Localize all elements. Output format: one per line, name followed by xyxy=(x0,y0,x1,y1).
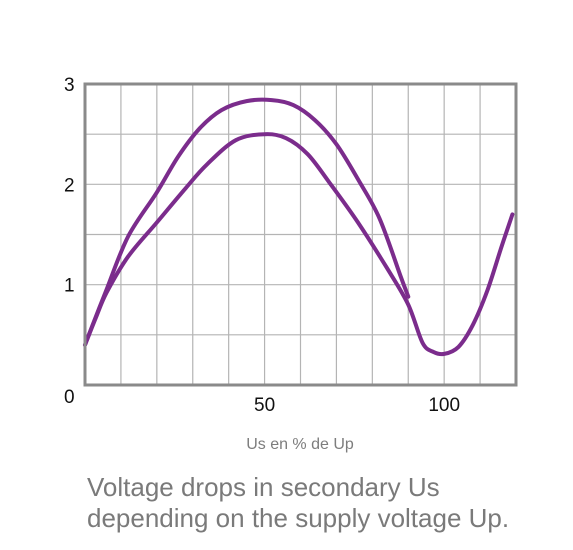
chart-caption: Voltage drops in secondary Us depending … xyxy=(87,472,557,534)
y-tick-label: 2 xyxy=(64,175,75,196)
y-tick-label: 3 xyxy=(64,75,75,96)
x-tick-label: 50 xyxy=(254,395,275,416)
series-group xyxy=(83,97,515,357)
caption-line-1: Voltage drops in secondary Us xyxy=(87,472,440,502)
series-line-1 xyxy=(83,97,411,347)
x-tick-labels: 50 100 xyxy=(254,395,460,416)
y-tick-labels: 0 1 2 3 xyxy=(64,75,75,408)
plot-frame xyxy=(83,82,518,387)
series-line-2 xyxy=(83,132,515,357)
x-tick-label: 100 xyxy=(428,395,460,416)
y-tick-label: 0 xyxy=(64,387,75,408)
grid xyxy=(85,84,516,385)
voltage-drop-chart: 0 1 2 3 50 100 xyxy=(64,75,518,416)
x-axis-label: Us en % de Up xyxy=(246,436,354,453)
y-tick-label: 1 xyxy=(64,276,75,297)
caption-line-2: depending on the supply voltage Up. xyxy=(87,503,510,533)
